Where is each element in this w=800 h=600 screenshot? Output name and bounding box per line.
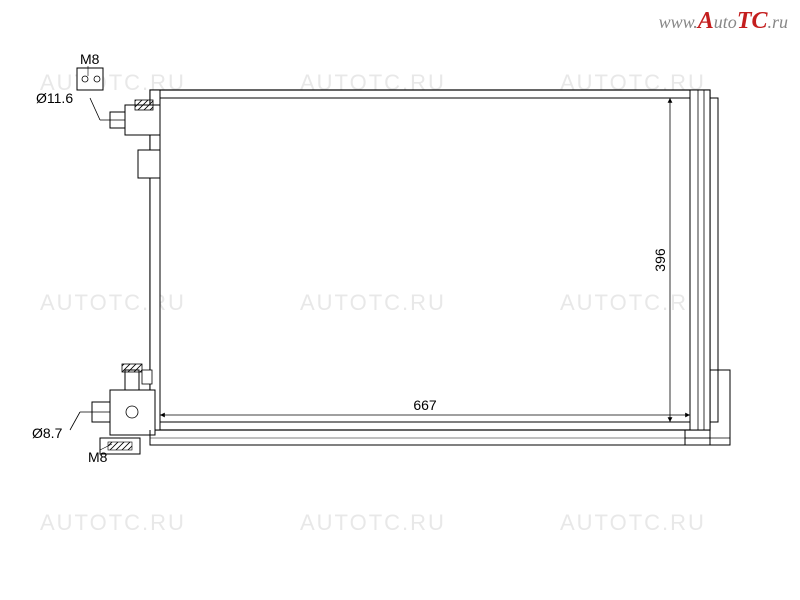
dimension-width: 667 — [160, 397, 690, 425]
main-body-inner — [160, 98, 690, 422]
inlet-fitting-top — [90, 98, 160, 135]
diameter-label-bottom: Ø8.7 — [32, 425, 63, 441]
mount-tab-top — [77, 68, 103, 90]
main-body-outer — [150, 90, 710, 430]
bolt-label-top: M8 — [80, 51, 100, 67]
technical-drawing: 667 396 M8 Ø11.6 Ø8.7 M8 — [30, 50, 770, 560]
width-dimension-label: 667 — [413, 397, 437, 413]
dimension-height: 396 — [652, 98, 678, 422]
site-logo: www.AutoTC.ru — [659, 8, 788, 35]
bolt-label-bottom: M8 — [88, 449, 108, 465]
diameter-label-top: Ø11.6 — [36, 90, 73, 106]
left-block — [138, 150, 160, 178]
outlet-fitting-bottom — [70, 364, 155, 435]
height-dimension-label: 396 — [652, 248, 668, 272]
